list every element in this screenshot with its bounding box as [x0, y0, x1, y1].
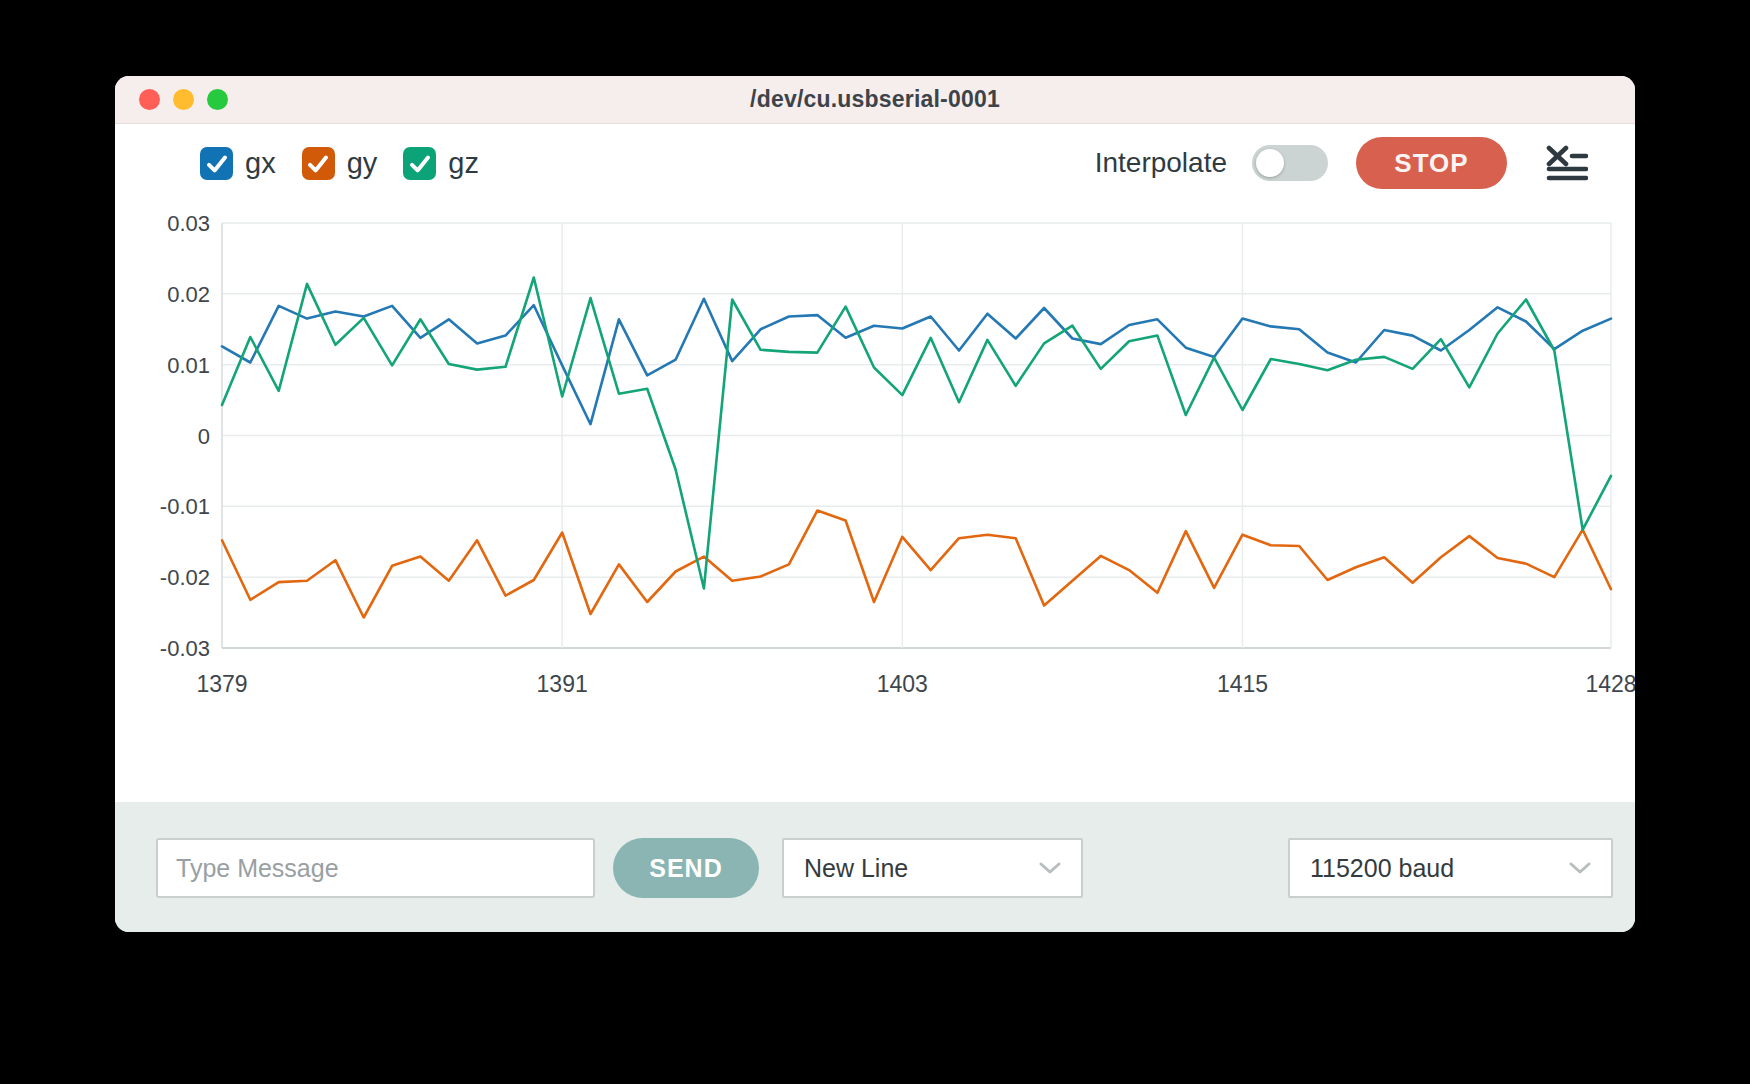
legend-item-gy[interactable]: gy [302, 147, 378, 180]
svg-text:-0.01: -0.01 [160, 494, 210, 519]
serial-plot: 0.03 0.02 0.01 0 -0.01 -0.02 -0.03 1379 1391 1403… [115, 200, 1635, 760]
line-ending-value: New Line [804, 854, 908, 883]
title-bar: /dev/cu.usbserial-0001 [115, 76, 1635, 124]
series-legend: gx gy gz [200, 147, 479, 180]
interpolate-label: Interpolate [1095, 147, 1227, 179]
window-title: /dev/cu.usbserial-0001 [750, 86, 1000, 113]
top-controls: Interpolate STOP [1095, 137, 1588, 189]
svg-text:1415: 1415 [1217, 671, 1268, 697]
minimize-window-button[interactable] [173, 89, 194, 110]
message-input[interactable] [156, 838, 595, 898]
legend-label-gz: gz [448, 147, 479, 180]
svg-text:-0.03: -0.03 [160, 636, 210, 661]
svg-text:0.03: 0.03 [167, 211, 210, 236]
maximize-window-button[interactable] [207, 89, 228, 110]
svg-text:0.01: 0.01 [167, 353, 210, 378]
checkmark-icon [408, 152, 432, 176]
legend-label-gx: gx [245, 147, 276, 180]
gz-checkbox[interactable] [403, 147, 436, 180]
chevron-down-icon [1039, 861, 1061, 875]
close-window-button[interactable] [139, 89, 160, 110]
chart-area: 0.03 0.02 0.01 0 -0.01 -0.02 -0.03 1379 1391 1403… [115, 200, 1635, 760]
interpolate-toggle[interactable] [1252, 145, 1328, 181]
baud-rate-select[interactable]: 115200 baud [1288, 838, 1613, 898]
legend-item-gz[interactable]: gz [403, 147, 479, 180]
svg-text:1428: 1428 [1585, 671, 1635, 697]
window-controls [139, 89, 228, 110]
svg-text:0: 0 [198, 424, 210, 449]
checkmark-icon [306, 152, 330, 176]
legend-label-gy: gy [347, 147, 378, 180]
toggle-knob [1256, 149, 1284, 177]
bottom-bar: SEND New Line 115200 baud [115, 802, 1635, 932]
baud-rate-value: 115200 baud [1310, 854, 1454, 883]
app-window: /dev/cu.usbserial-0001 gx gy [115, 76, 1635, 932]
gy-checkbox[interactable] [302, 147, 335, 180]
clear-list-icon[interactable] [1546, 145, 1588, 181]
stop-button[interactable]: STOP [1356, 137, 1507, 189]
svg-text:0.02: 0.02 [167, 282, 210, 307]
gx-checkbox[interactable] [200, 147, 233, 180]
svg-text:1403: 1403 [877, 671, 928, 697]
checkmark-icon [205, 152, 229, 176]
svg-text:1391: 1391 [537, 671, 588, 697]
svg-text:1379: 1379 [196, 671, 247, 697]
svg-text:-0.02: -0.02 [160, 565, 210, 590]
line-ending-select[interactable]: New Line [782, 838, 1083, 898]
chevron-down-icon [1569, 861, 1591, 875]
legend-item-gx[interactable]: gx [200, 147, 276, 180]
send-button[interactable]: SEND [613, 838, 759, 898]
